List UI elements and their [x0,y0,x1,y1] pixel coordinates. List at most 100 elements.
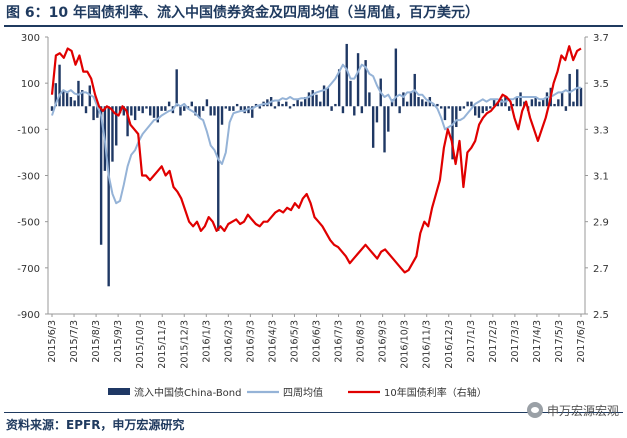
inflow-bar [485,106,488,111]
inflow-bar [530,99,534,107]
x-tick-label: 2015/7/3 [69,320,80,363]
inflow-bar [217,106,220,231]
legend-inflow-swatch [108,388,130,395]
right-tick-label: 3.1 [593,172,609,183]
inflow-bar [292,103,296,107]
inflow-bar [345,43,348,107]
inflow-bar [409,92,413,107]
inflow-bar [201,106,205,111]
chart-title: 图 6：10 年国债利率、流入中国债券资金及四周均值（当周值，百万美元） [6,5,479,21]
title-divider [4,25,623,27]
inflow-bar [224,106,228,109]
inflow-bar [251,106,254,118]
inflow-bar [579,87,583,107]
x-tick-label: 2017/1/3 [466,320,477,363]
left-tick-label: 300 [21,33,40,44]
x-tick-label: 2015/6/3 [47,320,58,363]
inflow-bar [307,92,311,107]
inflow-bar [330,106,333,111]
inflow-bar [515,97,518,107]
inflow-bar [341,106,345,114]
x-tick-label: 2016/1/3 [201,320,212,363]
inflow-bar [489,106,492,109]
inflow-bar [107,106,110,287]
inflow-bar [183,106,186,111]
x-tick-label: 2015/12/3 [179,320,190,369]
inflow-bar [383,106,386,153]
inflow-bar [198,106,201,118]
x-tick-label: 2015/11/3 [157,320,168,369]
chart-canvas: 300 100 -100 -300 -500 -700 -900 3.7 3.5 3.3 3.1 2.… [17,33,609,399]
inflow-bar [443,106,447,121]
inflow-bar [492,99,496,107]
x-tick-label: 2017/3/3 [510,320,521,363]
inflow-bar [371,106,375,148]
inflow-bar [319,101,322,107]
inflow-bar [288,106,292,109]
inflow-bar [160,106,163,111]
inflow-bar [360,106,364,114]
inflow-bar [239,106,243,111]
inflow-bar [81,90,84,107]
inflow-bar [519,92,522,107]
right-tick-label: 3.7 [593,33,609,44]
inflow-bar [477,106,481,118]
inflow-bar [149,106,152,116]
inflow-bar [167,101,171,107]
left-tick-label: -700 [17,264,40,275]
wechat-icon [526,402,543,418]
inflow-bar [220,106,224,125]
x-tick-label: 2016/5/3 [289,320,300,363]
left-tick-label: -900 [17,310,40,321]
inflow-bar [137,106,141,111]
inflow-bar [390,99,394,107]
inflow-bar [156,106,159,123]
inflow-bar [466,101,469,107]
right-tick-label: 3.3 [593,125,609,136]
inflow-bar [141,106,144,114]
inflow-bar [534,97,537,107]
inflow-bar [122,106,125,116]
inflow-bar [115,106,118,146]
left-tick-label: -300 [17,172,40,183]
inflow-bar [133,106,137,121]
inflow-bar [65,92,69,107]
right-tick-label: 2.7 [593,264,609,275]
inflow-bar [436,103,439,107]
inflow-bar [337,69,341,107]
inflow-bar [349,80,352,107]
x-tick-label: 2015/8/3 [91,320,102,363]
inflow-bar [315,94,318,107]
x-tick-label: 2016/3/3 [245,320,256,363]
inflow-bar [421,99,424,107]
inflow-bar [126,106,129,137]
inflow-bar [447,106,450,109]
inflow-bar [364,60,367,107]
inflow-bar [458,106,462,111]
inflow-bar [508,106,511,111]
x-tick-label: 2015/10/3 [135,320,146,369]
inflow-bar [538,101,541,107]
inflow-bar [50,106,54,111]
inflow-bar [417,97,420,107]
inflow-bar [462,106,466,109]
inflow-bar [564,106,568,111]
inflow-bar [560,92,564,107]
inflow-bar [235,103,239,107]
left-tick-label: -100 [17,125,40,136]
inflow-bar [455,106,458,128]
inflow-bar [285,101,288,107]
inflow-bar [402,92,405,107]
inflow-bar [130,106,133,116]
watermark-label: 申万宏源宏观 [546,403,619,418]
right-tick-label: 2.9 [593,218,609,229]
inflow-bar [179,106,182,116]
inflow-bar [311,90,314,107]
inflow-bar [54,83,57,107]
left-tick-label: -500 [17,218,40,229]
inflow-bar [542,99,545,107]
inflow-bar [300,101,303,107]
inflow-bar [273,106,277,109]
legend-four-week-average-label: 四周均值 [283,386,323,399]
x-tick-label: 2017/5/3 [554,320,565,363]
